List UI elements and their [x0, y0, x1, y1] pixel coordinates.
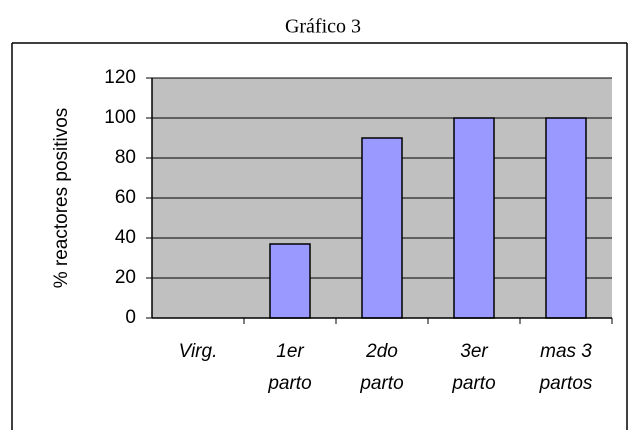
chart-title: Gráfico 3 [285, 16, 361, 38]
x-tick-line: 1er [276, 341, 304, 362]
y-tick-label: 40 [115, 227, 136, 248]
y-tick-label: 0 [125, 307, 136, 328]
y-axis-label: % reactores positivos [51, 108, 72, 289]
x-tick-line: mas 3 [540, 341, 592, 362]
x-tick-line: partos [539, 373, 593, 394]
y-tick-label: 20 [115, 267, 136, 288]
x-tick-label: 2do parto [359, 341, 403, 394]
x-tick-label: Virg. [179, 341, 218, 362]
x-tick-line: 3er [460, 341, 488, 362]
y-tick-label: 80 [115, 147, 136, 168]
x-tick-line: 2do [365, 341, 398, 362]
x-tick-label: 3er parto [451, 341, 495, 394]
y-tick-label: 100 [104, 107, 136, 128]
bar [545, 117, 587, 319]
x-tick-line: parto [267, 373, 311, 394]
bar [269, 243, 311, 319]
x-tick-label: 1er parto [267, 341, 311, 394]
x-tick-label: mas 3 partos [539, 341, 593, 394]
x-tick-line: Virg. [179, 341, 218, 362]
x-tick-line: parto [359, 373, 403, 394]
y-tick-label: 120 [104, 67, 136, 88]
y-tick-label: 60 [115, 187, 136, 208]
x-tick-line: parto [451, 373, 495, 394]
bar [361, 137, 403, 319]
bar [453, 117, 495, 319]
